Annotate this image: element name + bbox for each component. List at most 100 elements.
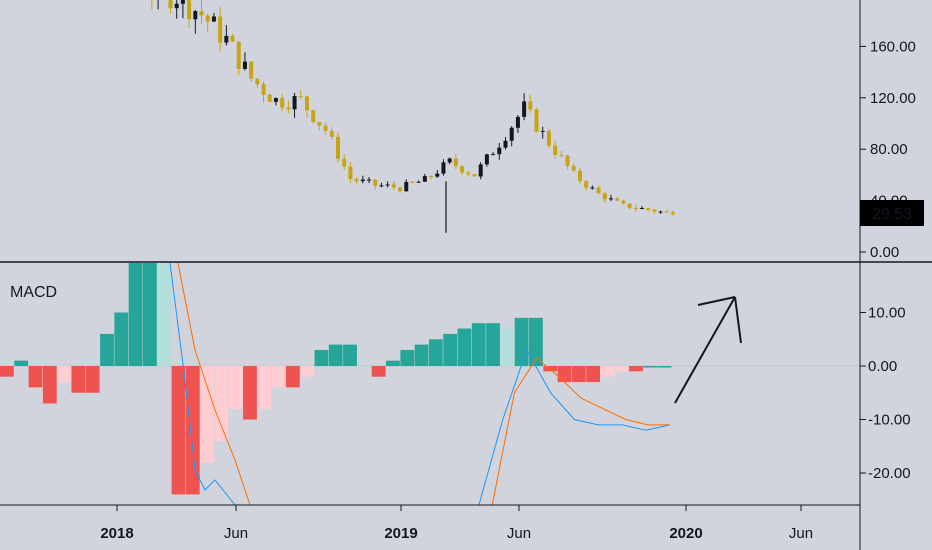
candle-body xyxy=(671,212,675,215)
candle-body xyxy=(478,164,483,177)
histogram-bar xyxy=(128,263,143,366)
histogram-bar xyxy=(343,344,357,366)
histogram-bar xyxy=(71,366,86,393)
histogram-bar xyxy=(557,366,572,383)
candle-body xyxy=(615,198,620,201)
histogram-bar xyxy=(414,344,429,366)
macd-label: MACD xyxy=(10,284,57,301)
candle-body xyxy=(323,125,328,131)
candle-body xyxy=(205,15,210,22)
histogram-bar xyxy=(314,349,329,366)
histogram-bar xyxy=(514,317,529,366)
price-tag: 29.53 xyxy=(872,206,912,223)
candle-body xyxy=(292,96,297,110)
candle-body xyxy=(590,187,595,189)
candle-body xyxy=(515,116,520,128)
candle-body xyxy=(398,187,403,192)
candle-body xyxy=(509,127,514,141)
macd-tick-label: -10.00 xyxy=(868,412,911,429)
histogram-bar xyxy=(300,366,315,377)
price-tick-label: 120.00 xyxy=(870,90,916,107)
histogram-bar xyxy=(142,263,157,366)
histogram-bar xyxy=(228,366,243,409)
candle-body xyxy=(546,130,551,146)
arrow-head-left xyxy=(697,296,736,306)
histogram-bar xyxy=(571,366,586,383)
candle-body xyxy=(646,208,651,210)
candle-body xyxy=(484,154,489,165)
candle-body xyxy=(404,181,409,192)
histogram-bar xyxy=(257,366,272,409)
candle-body xyxy=(180,0,185,4)
candle-body xyxy=(466,172,471,175)
candle-body xyxy=(621,200,626,204)
signal-line xyxy=(177,262,251,506)
x-tick-label: Jun xyxy=(224,525,248,542)
candle-body xyxy=(304,96,309,111)
price-tick-label: 160.00 xyxy=(870,38,916,55)
candle-body xyxy=(187,0,192,20)
histogram-bar xyxy=(100,333,114,366)
histogram-bar xyxy=(529,317,543,366)
histogram-bar xyxy=(14,360,29,366)
x-tick-label: Jun xyxy=(789,525,813,542)
candle-body xyxy=(577,170,582,182)
arrow-head-right xyxy=(734,296,742,344)
histogram-bar xyxy=(386,360,400,366)
candle-body xyxy=(602,193,607,200)
x-tick-label: 2020 xyxy=(669,525,702,542)
candle-body xyxy=(608,198,613,200)
candle-body xyxy=(565,155,570,166)
candle-body xyxy=(342,158,347,167)
candle-body xyxy=(267,94,272,102)
histogram-bar xyxy=(428,339,443,366)
candle-body xyxy=(230,35,235,42)
histogram-bar xyxy=(657,366,672,368)
histogram-bar xyxy=(114,312,129,366)
signal-line xyxy=(470,357,670,506)
candle-body xyxy=(168,0,173,9)
histogram-bar xyxy=(185,366,200,495)
arrow-shaft xyxy=(674,296,736,404)
candle-body xyxy=(410,181,415,183)
macd-tick-label: 0.00 xyxy=(868,358,897,375)
candle-body xyxy=(584,181,589,188)
candle-body xyxy=(491,154,496,156)
histogram-bar xyxy=(614,366,629,372)
candle-body xyxy=(391,184,396,188)
histogram-bar xyxy=(243,366,257,420)
candle-body xyxy=(416,181,421,183)
candle-body xyxy=(379,185,384,187)
candle-body xyxy=(441,162,446,174)
histogram-bar xyxy=(271,366,286,388)
candle-body xyxy=(373,179,378,186)
candle-body xyxy=(218,16,223,43)
candle-body xyxy=(596,187,601,194)
candle-body xyxy=(255,78,260,85)
histogram-bar xyxy=(328,344,343,366)
histogram-bar xyxy=(157,263,172,366)
histogram-bar xyxy=(486,323,500,366)
candle-body xyxy=(503,140,508,148)
histogram-bar xyxy=(42,366,57,404)
histogram-bar xyxy=(214,366,229,441)
histogram-bar xyxy=(285,366,300,388)
histogram-bar xyxy=(357,366,372,368)
candle-body xyxy=(571,165,576,171)
candle-body xyxy=(528,101,533,110)
histogram-bar xyxy=(371,366,386,377)
candle-body xyxy=(367,179,372,181)
candle-body xyxy=(286,107,291,110)
histogram-bar xyxy=(500,328,515,366)
candle-body xyxy=(329,130,334,137)
candle-body xyxy=(336,136,340,159)
histogram-bar xyxy=(443,333,458,366)
x-tick-label: Jun xyxy=(507,525,531,542)
candle-body xyxy=(249,61,254,79)
x-tick-label: 2018 xyxy=(100,525,133,542)
histogram-bar xyxy=(400,349,415,366)
histogram-bar xyxy=(543,366,558,372)
candle-body xyxy=(317,121,322,126)
histogram-bar xyxy=(28,366,43,388)
